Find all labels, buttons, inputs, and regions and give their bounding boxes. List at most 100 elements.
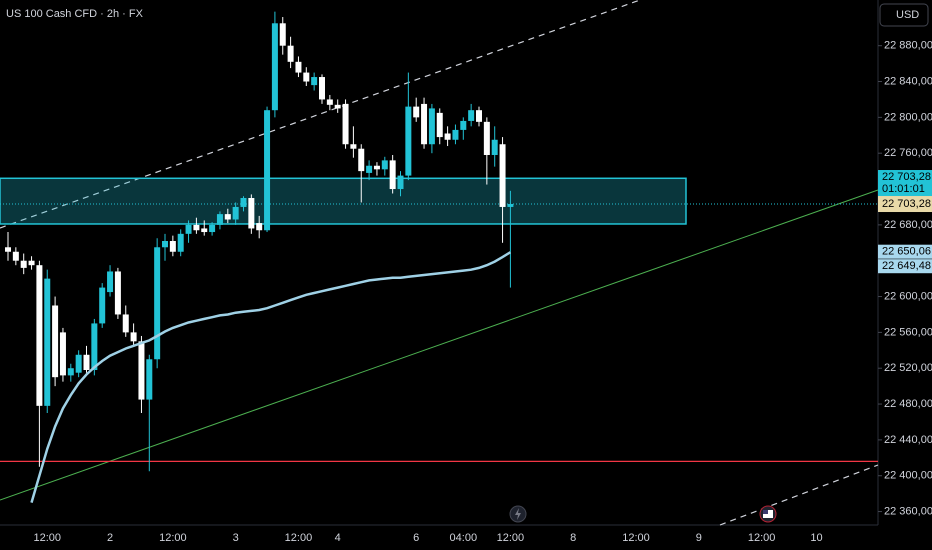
- x-tick-label: 12:00: [497, 532, 525, 544]
- y-tick-label: 22 880,00: [884, 40, 932, 52]
- y-tick-label: 22 600,00: [884, 290, 932, 302]
- candle-body: [36, 265, 43, 406]
- ma-label: 22 649,48: [882, 260, 931, 272]
- candle-body: [75, 354, 82, 373]
- y-tick-label: 22 760,00: [884, 147, 932, 159]
- candle-body: [209, 224, 216, 233]
- candle-body: [248, 197, 255, 229]
- candle-body: [334, 104, 341, 109]
- candle-body: [5, 247, 11, 252]
- countdown-label: 01:01:01: [882, 183, 925, 195]
- candle-body: [67, 368, 74, 376]
- candle-body: [52, 305, 59, 378]
- y-tick-label: 22 840,00: [884, 75, 932, 87]
- candle-body: [256, 223, 263, 231]
- y-tick-label: 22 680,00: [884, 219, 932, 231]
- channel-line: [0, 0, 641, 229]
- y-tick-label: 22 480,00: [884, 398, 932, 410]
- lightning-icon: [515, 508, 521, 520]
- ma-tag: [878, 259, 932, 274]
- candle-body: [428, 108, 435, 145]
- last-price-label: 22 703,28: [882, 171, 931, 183]
- price-marker-label: 22 703,28: [882, 198, 931, 210]
- candle-body: [326, 99, 333, 105]
- candle-body: [405, 106, 412, 176]
- candle-body: [240, 197, 247, 207]
- x-tick-label: 12:00: [159, 532, 187, 544]
- candle-body: [91, 323, 98, 371]
- candle-body: [162, 240, 168, 248]
- y-tick-label: 22 360,00: [884, 505, 932, 517]
- candle-body: [122, 314, 129, 333]
- x-tick-label: 2: [107, 532, 113, 544]
- candle-body: [319, 77, 325, 100]
- x-tick-label: 6: [413, 532, 419, 544]
- candle-body: [177, 233, 184, 252]
- chart-title: US 100 Cash CFD · 2h · FX: [6, 8, 144, 20]
- flag-icon: [763, 510, 768, 514]
- candle-body: [491, 139, 498, 155]
- x-tick-label: 4: [335, 532, 341, 544]
- candle-body: [264, 110, 271, 231]
- plot: [0, 11, 878, 503]
- candle-body: [476, 110, 482, 122]
- candle-body: [303, 72, 310, 82]
- candle-body: [154, 247, 161, 360]
- y-tick-label: 22 520,00: [884, 362, 932, 374]
- x-tick-label: 12:00: [285, 532, 313, 544]
- candle-body: [397, 175, 404, 190]
- candle-body: [413, 106, 420, 118]
- candle-body: [279, 23, 286, 46]
- x-tick-label: 3: [233, 532, 239, 544]
- candle-body: [146, 359, 153, 400]
- candle-body: [468, 110, 475, 121]
- candle-body: [507, 204, 514, 207]
- y-tick-label: 22 400,00: [884, 470, 932, 482]
- x-tick-label: 04:00: [450, 532, 478, 544]
- candle-body: [350, 144, 357, 149]
- candle-body: [138, 341, 145, 400]
- candle-body: [44, 278, 51, 406]
- candle-body: [460, 120, 467, 130]
- candle-body: [83, 354, 90, 371]
- y-tick-label: 22 800,00: [884, 111, 932, 123]
- candle-body: [366, 165, 373, 173]
- candle-body: [483, 121, 490, 155]
- candle-body: [311, 77, 318, 86]
- candle-body: [201, 228, 208, 233]
- x-tick-label: 12:00: [748, 532, 776, 544]
- currency-label: USD: [896, 9, 919, 21]
- zone: [0, 177, 687, 225]
- candle-body: [130, 332, 137, 342]
- currency-button[interactable]: [879, 3, 929, 27]
- candle-body: [499, 144, 506, 207]
- candle-body: [389, 160, 396, 190]
- candle-body: [59, 332, 66, 376]
- candle-body: [12, 251, 19, 261]
- x-tick-label: 8: [570, 532, 576, 544]
- moving-average: [30, 251, 512, 503]
- candle-body: [114, 271, 121, 315]
- y-tick-label: 22 440,00: [884, 434, 932, 446]
- candle-body: [169, 240, 176, 252]
- candle-body: [107, 271, 114, 293]
- candle-body: [358, 148, 365, 172]
- candle-body: [287, 45, 294, 62]
- candle-body: [20, 260, 27, 268]
- x-tick-label: 12:00: [33, 532, 61, 544]
- ma-label: 22 650,06: [882, 246, 931, 258]
- candle-body: [342, 103, 349, 145]
- candle-body: [216, 214, 223, 225]
- candle-body: [271, 23, 278, 111]
- x-tick-label: 12:00: [622, 532, 650, 544]
- x-tick-label: 10: [810, 532, 822, 544]
- ma-tag: [878, 244, 932, 259]
- candle-body: [185, 224, 192, 234]
- x-tick-label: 9: [696, 532, 702, 544]
- last-price-tag: [878, 170, 932, 197]
- y-tick-label: 22 560,00: [884, 326, 932, 338]
- candle-body: [436, 112, 443, 138]
- candle-body: [444, 133, 451, 140]
- candle-body: [232, 206, 239, 220]
